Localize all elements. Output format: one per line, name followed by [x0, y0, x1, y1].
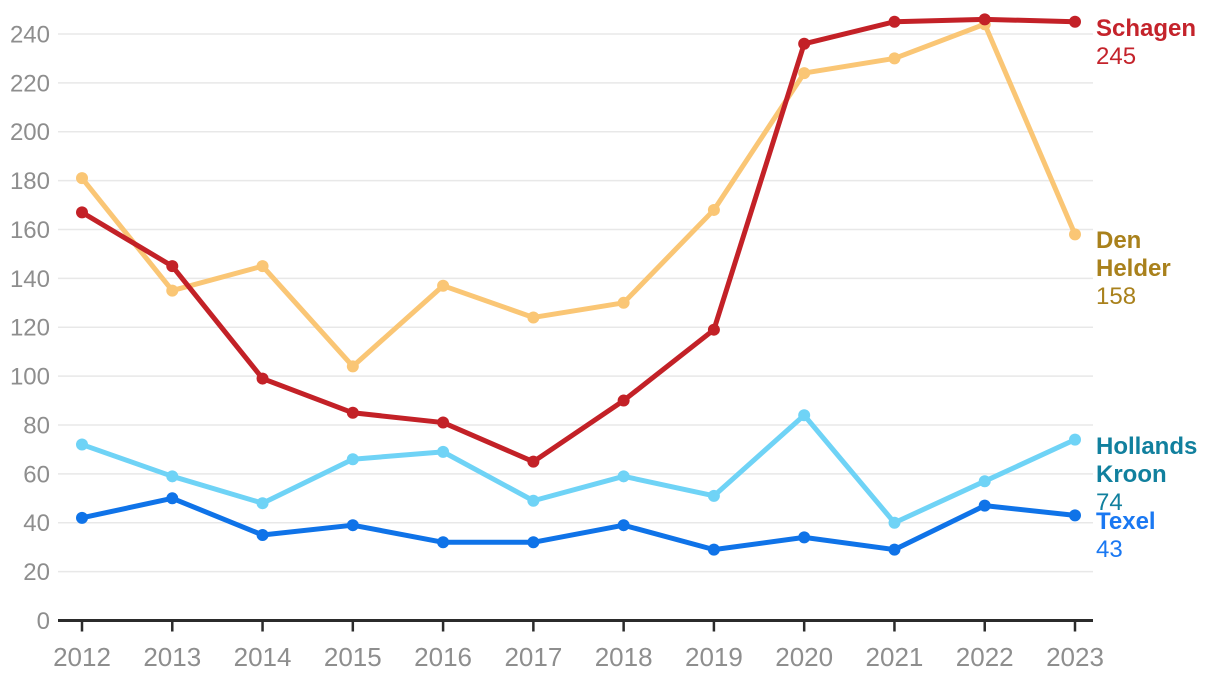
x-tick-label: 2014 — [234, 642, 292, 672]
data-point-hollands-kroon-2021[interactable] — [888, 516, 901, 529]
x-tick-label: 2013 — [143, 642, 201, 672]
series-name: Kroon — [1096, 460, 1167, 488]
series-label-texel: Texel 43 — [1096, 508, 1220, 564]
data-point-schagen-2016[interactable] — [437, 416, 450, 429]
data-point-hollands-kroon-2013[interactable] — [166, 470, 179, 483]
series-name: Texel — [1096, 508, 1156, 536]
data-point-hollands-kroon-2020[interactable] — [798, 409, 811, 422]
series-end-value: 158 — [1096, 283, 1137, 311]
series-line-hollands-kroon — [79, 412, 1078, 526]
y-tick-label: 220 — [10, 70, 50, 97]
y-tick-label: 0 — [37, 608, 50, 635]
y-axis-labels: 0 20 40 60 80 100 120 140 160 180 200 220 240 — [10, 21, 50, 635]
data-point-schagen-2019[interactable] — [707, 323, 720, 336]
x-tick-label: 2022 — [956, 642, 1014, 672]
data-point-texel-2018[interactable] — [617, 519, 630, 532]
data-point-hollands-kroon-2018[interactable] — [617, 470, 630, 483]
series-name: Hollands — [1096, 432, 1198, 460]
data-point-texel-2016[interactable] — [437, 536, 450, 549]
x-tick-label: 2021 — [866, 642, 924, 672]
x-tick-label: 2016 — [414, 642, 472, 672]
series-hollands-kroon — [76, 409, 1081, 529]
data-point-texel-2019[interactable] — [707, 543, 720, 556]
series-label-den-helder: Den Helder 158 — [1096, 227, 1220, 311]
y-tick-label: 200 — [10, 119, 50, 146]
data-point-den-helder-2014[interactable] — [256, 260, 269, 273]
data-point-hollands-kroon-2016[interactable] — [437, 445, 450, 458]
y-tick-label: 20 — [23, 559, 50, 586]
series-name: Schagen — [1096, 14, 1197, 42]
y-tick-label: 160 — [10, 217, 50, 244]
y-tick-label: 60 — [23, 461, 50, 488]
data-point-schagen-2014[interactable] — [256, 372, 269, 385]
series-label-schagen: Schagen 245 — [1096, 15, 1220, 71]
y-tick-label: 80 — [23, 412, 50, 439]
data-point-schagen-2022[interactable] — [978, 13, 991, 26]
data-point-schagen-2021[interactable] — [888, 15, 901, 28]
x-tick-label: 2019 — [685, 642, 743, 672]
series-name: Den — [1096, 227, 1142, 255]
x-tick-label: 2023 — [1046, 642, 1104, 672]
data-point-texel-2013[interactable] — [166, 492, 179, 505]
series-line-den-helder — [79, 21, 1078, 369]
x-axis — [58, 619, 1093, 632]
x-tick-label: 2015 — [324, 642, 382, 672]
series-end-value: 245 — [1096, 42, 1137, 70]
data-point-den-helder-2012[interactable] — [76, 172, 88, 185]
data-point-den-helder-2019[interactable] — [707, 203, 720, 216]
data-point-hollands-kroon-2015[interactable] — [346, 453, 359, 466]
series-end-value: 74 — [1096, 488, 1123, 516]
data-point-den-helder-2016[interactable] — [437, 279, 450, 292]
data-point-texel-2022[interactable] — [978, 499, 991, 512]
data-point-hollands-kroon-2019[interactable] — [707, 489, 720, 502]
data-point-den-helder-2021[interactable] — [888, 52, 901, 65]
x-tick-label: 2017 — [504, 642, 562, 672]
data-point-schagen-2013[interactable] — [166, 260, 179, 273]
x-axis-labels: 2012 2013 2014 2015 2016 2017 2018 2019 2020 2021… — [53, 642, 1104, 672]
data-point-texel-2021[interactable] — [888, 543, 901, 556]
series-label-hollands-kroon: Hollands Kroon 74 — [1096, 433, 1220, 517]
data-point-hollands-kroon-2023[interactable] — [1069, 433, 1081, 446]
y-tick-label: 240 — [10, 21, 50, 48]
y-tick-label: 40 — [23, 510, 50, 537]
data-point-schagen-2023[interactable] — [1069, 15, 1081, 28]
series-schagen — [76, 13, 1081, 468]
series-end-value: 43 — [1096, 536, 1123, 564]
data-point-den-helder-2015[interactable] — [346, 360, 359, 373]
data-point-schagen-2018[interactable] — [617, 394, 630, 407]
data-point-schagen-2012[interactable] — [76, 206, 88, 219]
data-point-den-helder-2023[interactable] — [1069, 228, 1081, 241]
data-point-den-helder-2017[interactable] — [527, 311, 540, 324]
data-point-texel-2015[interactable] — [346, 519, 359, 532]
series-den-helder — [76, 18, 1081, 373]
data-point-texel-2012[interactable] — [76, 511, 88, 524]
y-tick-label: 100 — [10, 364, 50, 391]
x-tick-label: 2012 — [53, 642, 111, 672]
data-point-texel-2017[interactable] — [527, 536, 540, 549]
data-point-den-helder-2018[interactable] — [617, 296, 630, 309]
data-point-texel-2020[interactable] — [798, 531, 811, 544]
y-tick-label: 140 — [10, 266, 50, 293]
data-point-hollands-kroon-2022[interactable] — [978, 475, 991, 488]
series-texel — [76, 492, 1081, 556]
x-tick-label: 2018 — [595, 642, 653, 672]
data-point-hollands-kroon-2012[interactable] — [76, 438, 88, 451]
data-point-den-helder-2013[interactable] — [166, 284, 179, 297]
data-point-schagen-2015[interactable] — [346, 406, 359, 419]
data-point-texel-2023[interactable] — [1069, 509, 1081, 522]
data-point-schagen-2017[interactable] — [527, 455, 540, 468]
y-tick-label: 120 — [10, 315, 50, 342]
series-name: Helder — [1096, 255, 1171, 283]
series-line-texel — [79, 495, 1078, 553]
x-tick-label: 2020 — [775, 642, 833, 672]
data-point-hollands-kroon-2017[interactable] — [527, 494, 540, 507]
data-point-hollands-kroon-2014[interactable] — [256, 497, 269, 510]
series-line-schagen — [79, 16, 1078, 465]
data-point-schagen-2020[interactable] — [798, 37, 811, 50]
data-point-den-helder-2020[interactable] — [798, 67, 811, 80]
y-tick-label: 180 — [10, 168, 50, 195]
data-point-texel-2014[interactable] — [256, 528, 269, 541]
